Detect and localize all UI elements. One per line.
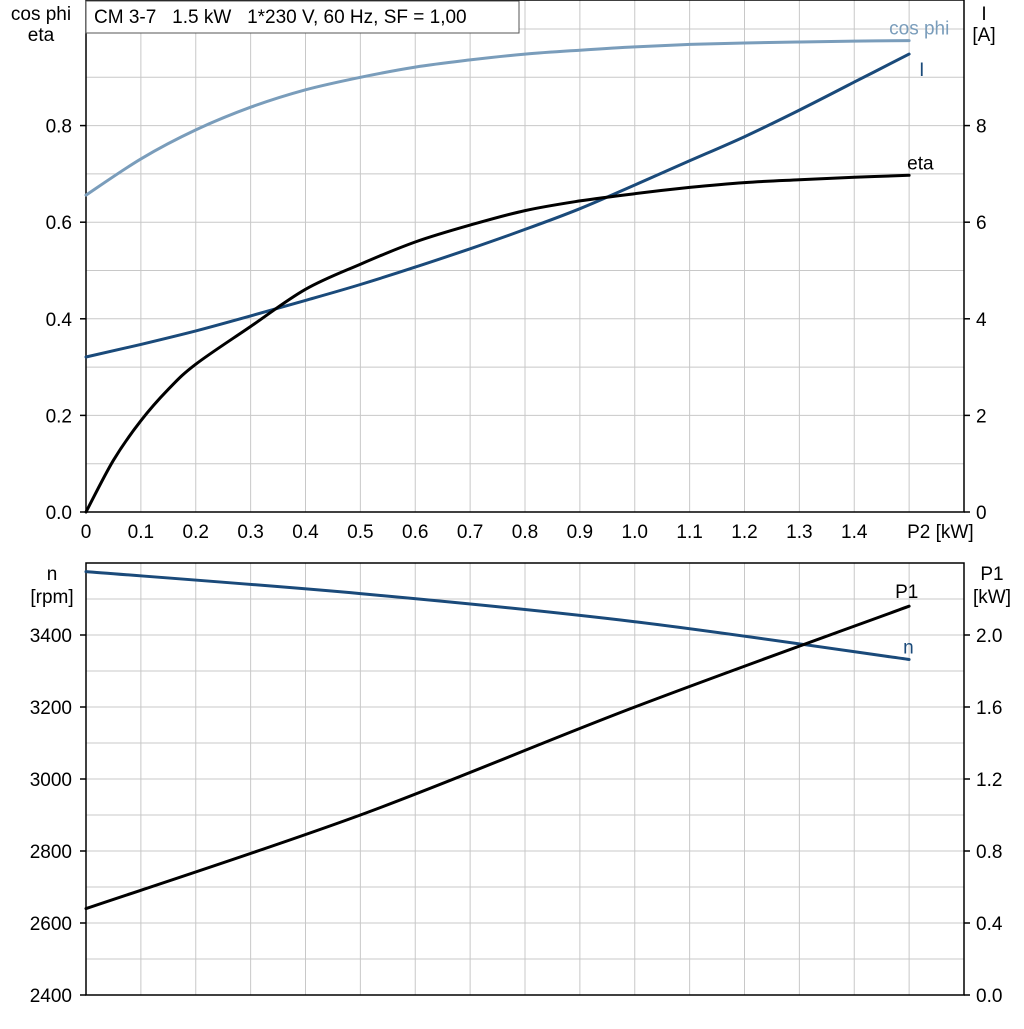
series-line-p1	[84, 604, 911, 911]
y-left-label-cos-phi: cos phi	[11, 4, 71, 25]
x-tick-label: 1.3	[786, 522, 812, 543]
top-grid	[86, 0, 964, 512]
y-left-tick-label: 3400	[30, 626, 72, 647]
x-tick-label: 0.7	[457, 522, 483, 543]
y-left-tick-label: 3200	[30, 698, 72, 719]
series-line-i	[84, 52, 911, 359]
y-left-tick-label: 0.0	[46, 503, 72, 524]
speed-power-panel: n P1 2400 2600 2800 3000 3200 3400 0.0 0.4 0.8 1.2…	[30, 562, 1011, 1007]
y-left-label-eta: eta	[28, 25, 55, 46]
y-right-tick-label: 0	[976, 503, 987, 524]
y-right-tick-label: 2	[976, 406, 987, 427]
series-label-i: I	[919, 60, 924, 81]
x-tick-label: 1.2	[731, 522, 757, 543]
y-left-tick-label: 0.6	[46, 213, 72, 234]
top-plot-frame	[85, 0, 965, 513]
bottom-grid	[86, 563, 964, 995]
y-left-unit-rpm: [rpm]	[30, 587, 73, 608]
x-axis-label-p2: P2 [kW]	[907, 522, 974, 543]
y-right-tick-label: 2.0	[976, 626, 1002, 647]
x-tick-label: 0.4	[292, 522, 319, 543]
bottom-tick-labels: 2400 2600 2800 3000 3200 3400 0.0 0.4 0.8 1.2 1.6 2…	[30, 626, 1003, 1007]
top-tick-labels: 0.0 0.2 0.4 0.6 0.8 0 2 4 6 8 0 0.1 0.2 0.3 0.4 0.5 0.6 0…	[46, 117, 987, 543]
x-tick-label: 1.0	[622, 522, 648, 543]
y-left-tick-label: 2600	[30, 914, 72, 935]
x-tick-label: 0	[81, 522, 92, 543]
series-line-eta	[84, 173, 911, 514]
series-line-n	[84, 570, 911, 661]
x-tick-label: 0.2	[183, 522, 209, 543]
y-right-tick-label: 6	[976, 213, 987, 234]
series-label-n: n	[903, 637, 914, 658]
x-tick-label: 0.6	[402, 522, 428, 543]
x-tick-label: 0.8	[512, 522, 538, 543]
y-right-tick-label: 1.6	[976, 698, 1002, 719]
series-label-eta: eta	[907, 153, 934, 174]
y-left-tick-label: 0.2	[46, 406, 72, 427]
bottom-series-group: n P1	[84, 570, 918, 911]
x-tick-label: 1.4	[841, 522, 868, 543]
y-left-tick-label: 3000	[30, 770, 72, 791]
x-tick-label: 0.1	[128, 522, 154, 543]
y-right-tick-label: 4	[976, 310, 987, 331]
y-right-unit-kw: [kW]	[973, 587, 1011, 608]
y-left-tick-label: 0.4	[46, 310, 73, 331]
y-right-tick-label: 8	[976, 117, 987, 138]
series-label-p1: P1	[895, 582, 918, 603]
y-right-tick-label: 1.2	[976, 770, 1002, 791]
y-right-label-p1: P1	[980, 564, 1003, 585]
y-left-label-speed: n	[47, 564, 58, 585]
y-right-label-current: I	[981, 4, 986, 25]
title-box	[85, 0, 520, 34]
series-line-cos-phi	[84, 39, 911, 197]
y-right-unit-amps: [A]	[972, 25, 995, 46]
x-tick-label: 1.1	[676, 522, 702, 543]
y-right-tick-label: 0.8	[976, 842, 1002, 863]
y-right-tick-label: 0.4	[976, 914, 1003, 935]
y-left-tick-label: 2800	[30, 842, 72, 863]
chart-title: CM 3-7 1.5 kW 1*230 V, 60 Hz, SF = 1,00	[94, 7, 467, 28]
x-tick-label: 0.5	[347, 522, 373, 543]
y-left-tick-label: 0.8	[46, 117, 72, 138]
y-left-tick-label: 2400	[30, 986, 72, 1007]
series-label-cos-phi: cos phi	[889, 19, 949, 40]
x-tick-label: 0.9	[567, 522, 593, 543]
y-right-tick-label: 0.0	[976, 986, 1002, 1007]
x-tick-label: 0.3	[237, 522, 263, 543]
